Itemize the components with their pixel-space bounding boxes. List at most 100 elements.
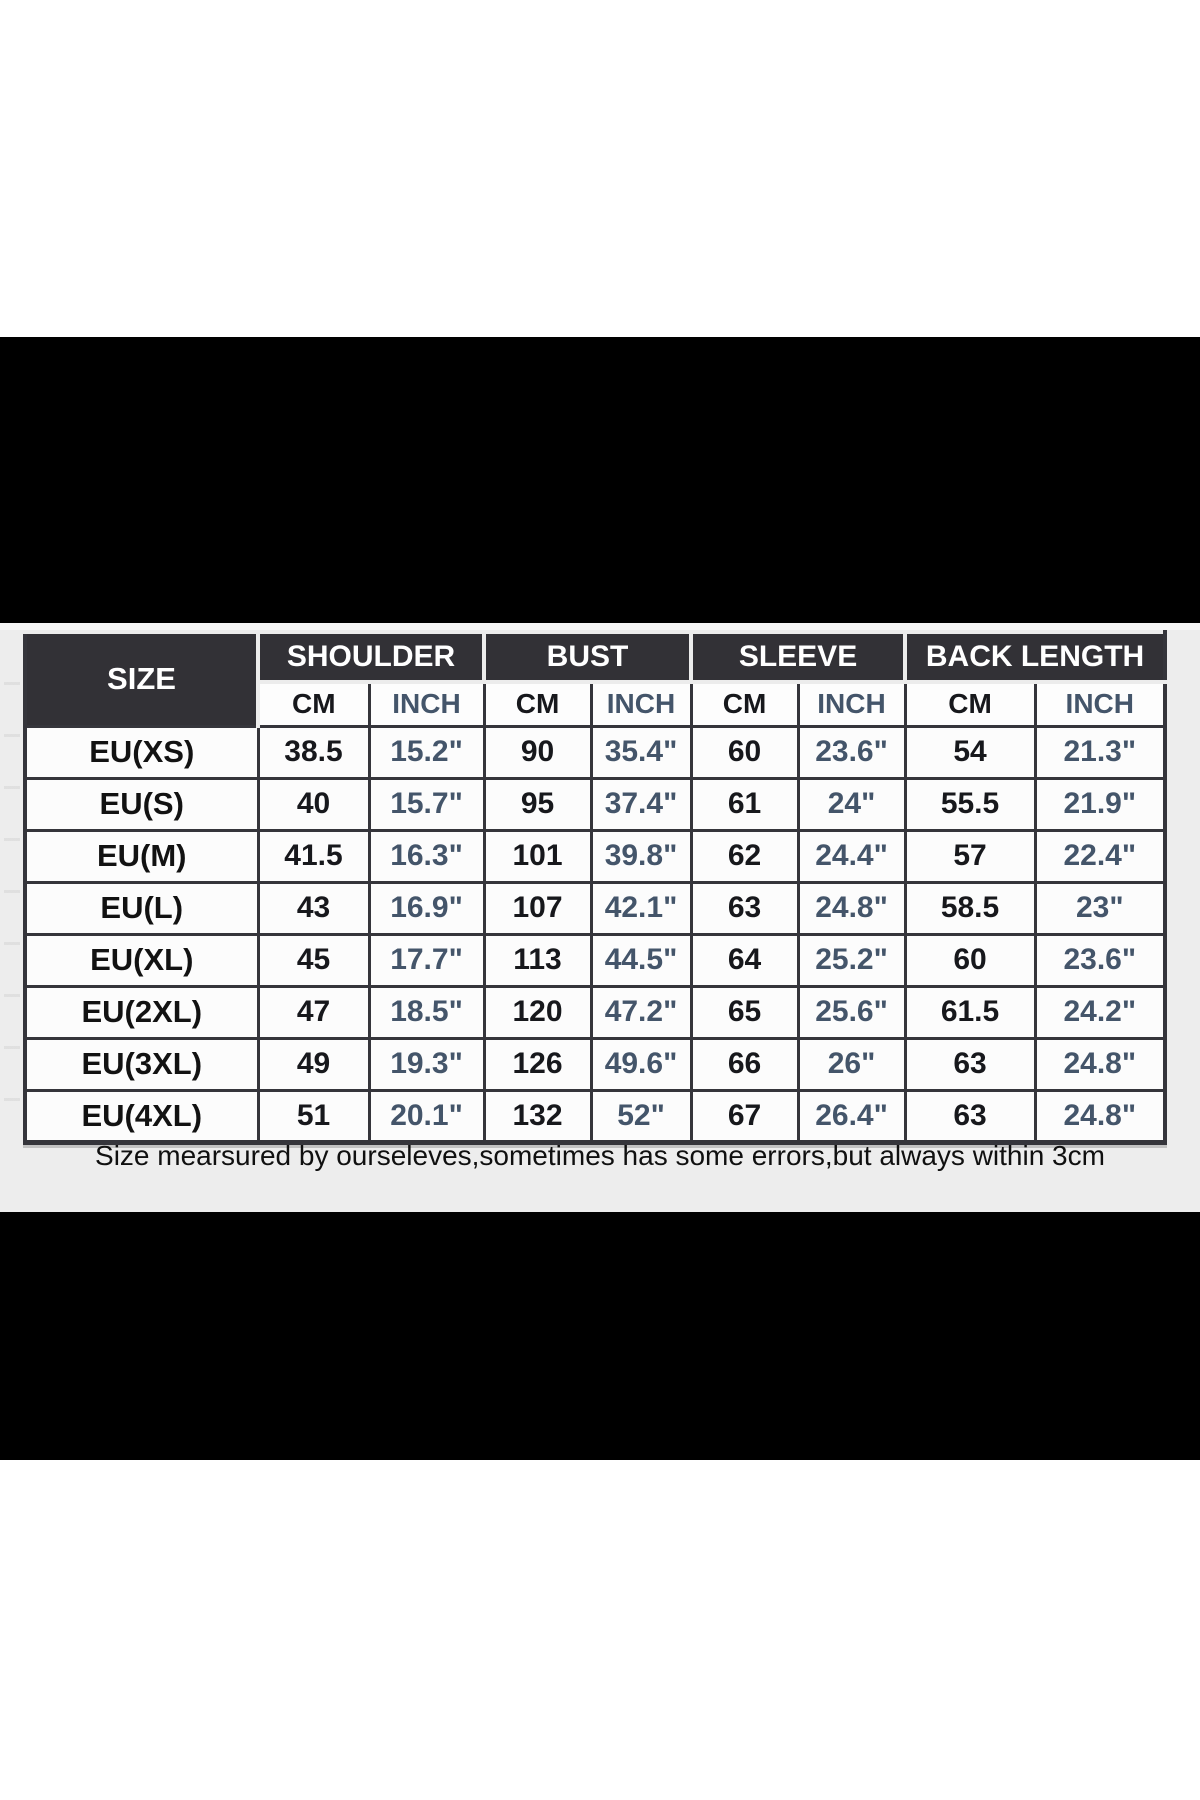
sleeve-cm-cell: 61	[689, 776, 800, 832]
back-cm-cell: 60	[903, 932, 1037, 988]
bust-cm-cell: 132	[482, 1088, 593, 1144]
back-cm-cell: 55.5	[903, 776, 1037, 832]
shoulder-inch-cell: 19.3"	[367, 1036, 486, 1092]
shoulder-inch-cell: 17.7"	[367, 932, 486, 988]
table-row: EU(L) 43 16.9" 107 42.1" 63 24.8" 58.5 2…	[23, 880, 1167, 936]
size-chart-panel: SIZE SHOULDER BUST SLEEVE BACK LENGTH CM…	[0, 623, 1200, 1212]
bust-inch-header: INCH	[589, 680, 693, 728]
sleeve-cm-cell: 63	[689, 880, 800, 936]
bust-cm-cell: 126	[482, 1036, 593, 1092]
back-cm-cell: 54	[903, 724, 1037, 780]
sleeve-inch-cell: 24.8"	[796, 880, 907, 936]
bust-inch-cell: 35.4"	[589, 724, 693, 780]
size-cell: EU(L)	[23, 880, 260, 936]
table-row: EU(XL) 45 17.7" 113 44.5" 64 25.2" 60 23…	[23, 932, 1167, 988]
sleeve-inch-cell: 24.4"	[796, 828, 907, 884]
sleeve-inch-cell: 23.6"	[796, 724, 907, 780]
size-cell: EU(S)	[23, 776, 260, 832]
sleeve-inch-cell: 25.2"	[796, 932, 907, 988]
shoulder-inch-cell: 15.7"	[367, 776, 486, 832]
sleeve-cm-cell: 65	[689, 984, 800, 1040]
shoulder-inch-cell: 15.2"	[367, 724, 486, 780]
shoulder-inch-cell: 18.5"	[367, 984, 486, 1040]
size-column-header: SIZE	[23, 630, 260, 728]
back-inch-cell: 23"	[1033, 880, 1167, 936]
sleeve-inch-header: INCH	[796, 680, 907, 728]
back-inch-header: INCH	[1033, 680, 1167, 728]
bust-inch-cell: 37.4"	[589, 776, 693, 832]
back-inch-cell: 24.8"	[1033, 1088, 1167, 1144]
back-cm-cell: 63	[903, 1036, 1037, 1092]
back-cm-cell: 61.5	[903, 984, 1037, 1040]
back-inch-cell: 24.8"	[1033, 1036, 1167, 1092]
bust-inch-cell: 52"	[589, 1088, 693, 1144]
shoulder-cm-cell: 45	[256, 932, 371, 988]
back-inch-cell: 24.2"	[1033, 984, 1167, 1040]
group-header-row: SIZE SHOULDER BUST SLEEVE BACK LENGTH	[23, 630, 1168, 728]
bust-cm-cell: 101	[482, 828, 593, 884]
bust-cm-cell: 120	[482, 984, 593, 1040]
unit-header-row: CM INCH CM INCH CM INCH CM INCH	[25, 680, 1167, 728]
size-cell: EU(3XL)	[23, 1036, 260, 1092]
bust-inch-cell: 42.1"	[589, 880, 693, 936]
back-cm-cell: 57	[903, 828, 1037, 884]
back-inch-cell: 23.6"	[1033, 932, 1167, 988]
bottom-margin	[0, 1460, 1200, 1800]
bust-cm-cell: 90	[482, 724, 593, 780]
sleeve-cm-header: CM	[689, 680, 800, 728]
size-cell: EU(4XL)	[23, 1088, 260, 1144]
sleeve-cm-cell: 67	[689, 1088, 800, 1144]
bust-group-header: BUST	[481, 630, 694, 684]
shoulder-cm-header: CM	[256, 680, 371, 728]
sleeve-inch-cell: 26"	[796, 1036, 907, 1092]
size-cell: EU(M)	[23, 828, 260, 884]
bottom-letterbox-bar	[0, 1212, 1200, 1460]
sleeve-inch-cell: 24"	[796, 776, 907, 832]
table-row: EU(XS) 38.5 15.2" 90 35.4" 60 23.6" 54 2…	[23, 724, 1167, 780]
measurement-note: Size mearsured by ourseleves,sometimes h…	[95, 1140, 1105, 1171]
table-row: EU(3XL) 49 19.3" 126 49.6" 66 26" 63 24.…	[23, 1036, 1167, 1092]
sleeve-cm-cell: 60	[689, 724, 800, 780]
sleeve-cm-cell: 64	[689, 932, 800, 988]
bust-inch-cell: 44.5"	[589, 932, 693, 988]
bust-inch-cell: 49.6"	[589, 1036, 693, 1092]
size-chart-table: SIZE SHOULDER BUST SLEEVE BACK LENGTH CM…	[23, 630, 1168, 1145]
sleeve-inch-cell: 25.6"	[796, 984, 907, 1040]
table-row: EU(S) 40 15.7" 95 37.4" 61 24" 55.5 21.9…	[23, 776, 1167, 832]
sleeve-cm-cell: 66	[689, 1036, 800, 1092]
size-cell: EU(XL)	[23, 932, 260, 988]
back-inch-cell: 22.4"	[1033, 828, 1167, 884]
bust-cm-cell: 95	[482, 776, 593, 832]
top-letterbox-bar	[0, 337, 1200, 623]
shoulder-cm-cell: 47	[256, 984, 371, 1040]
back-cm-cell: 63	[903, 1088, 1037, 1144]
table-row: EU(M) 41.5 16.3" 101 39.8" 62 24.4" 57 2…	[23, 828, 1167, 884]
size-cell: EU(2XL)	[23, 984, 260, 1040]
back-inch-cell: 21.9"	[1033, 776, 1167, 832]
shoulder-cm-cell: 40	[256, 776, 371, 832]
shoulder-inch-cell: 16.9"	[367, 880, 486, 936]
table-row: EU(4XL) 51 20.1" 132 52" 67 26.4" 63 24.…	[23, 1088, 1167, 1144]
shoulder-cm-cell: 41.5	[256, 828, 371, 884]
shoulder-cm-cell: 38.5	[256, 724, 371, 780]
back-inch-cell: 21.3"	[1033, 724, 1167, 780]
bust-cm-cell: 113	[482, 932, 593, 988]
bust-cm-header: CM	[482, 680, 593, 728]
sleeve-cm-cell: 62	[689, 828, 800, 884]
back-length-group-header: BACK LENGTH	[903, 630, 1168, 684]
table-row: EU(2XL) 47 18.5" 120 47.2" 65 25.6" 61.5…	[23, 984, 1167, 1040]
back-cm-header: CM	[903, 680, 1037, 728]
sleeve-group-header: SLEEVE	[689, 630, 908, 684]
shoulder-cm-cell: 43	[256, 880, 371, 936]
bust-inch-cell: 39.8"	[589, 828, 693, 884]
shoulder-inch-cell: 20.1"	[367, 1088, 486, 1144]
shoulder-cm-cell: 49	[256, 1036, 371, 1092]
size-cell: EU(XS)	[23, 724, 260, 780]
top-margin	[0, 0, 1200, 337]
bust-cm-cell: 107	[482, 880, 593, 936]
shoulder-cm-cell: 51	[256, 1088, 371, 1144]
shoulder-inch-cell: 16.3"	[367, 828, 486, 884]
back-cm-cell: 58.5	[903, 880, 1037, 936]
shoulder-group-header: SHOULDER	[256, 630, 486, 684]
